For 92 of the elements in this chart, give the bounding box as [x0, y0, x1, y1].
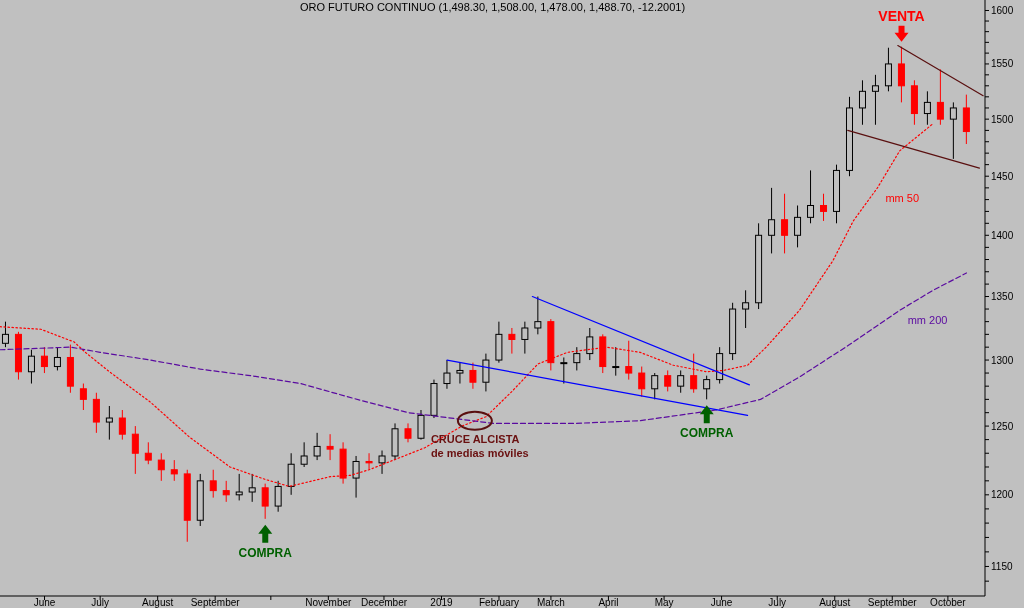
candlestick	[105, 405, 113, 441]
candlestick	[781, 193, 789, 254]
candlestick	[949, 101, 957, 160]
annotation: COMPRA	[680, 426, 734, 441]
candlestick	[897, 46, 905, 103]
x-tick-label: December	[360, 597, 408, 608]
chart-title: ORO FUTURO CONTINUO (1,498.30, 1,508.00, 1,478.00, 1,488.70, -12.2001)	[299, 1, 686, 13]
candlestick	[53, 346, 61, 371]
x-tick-label: June	[33, 597, 56, 608]
candlestick	[313, 432, 321, 461]
candlestick	[586, 327, 594, 361]
y-tick-label: 1550	[991, 58, 1014, 70]
candlestick	[560, 356, 568, 385]
candlestick	[703, 375, 711, 400]
candlestick	[40, 346, 48, 374]
candlestick	[79, 383, 87, 411]
annotation: CRUCE ALCISTA de medias móviles	[430, 432, 529, 459]
x-tick-label: March	[537, 597, 565, 608]
candlestick	[807, 169, 815, 224]
candlestick	[118, 409, 126, 441]
x-tick-label: August	[819, 597, 851, 608]
candlestick	[209, 469, 217, 499]
candlestick	[651, 372, 659, 400]
annotation: VENTA	[878, 7, 925, 24]
candlestick	[378, 450, 386, 475]
candlestick	[443, 359, 451, 390]
candlestick	[261, 483, 269, 520]
candlestick	[417, 409, 425, 441]
candlestick	[326, 433, 334, 461]
y-tick-label: 1500	[991, 113, 1014, 125]
candlestick	[664, 369, 672, 392]
x-tick-label: June	[710, 597, 733, 608]
y-tick-label: 1600	[991, 5, 1014, 17]
line-series	[0, 272, 968, 424]
x-tick-label: September	[867, 597, 918, 608]
x-tick-label: July	[768, 597, 787, 608]
x-tick-label: July	[91, 597, 110, 608]
candlestick	[521, 321, 529, 355]
x-tick-label: February	[478, 597, 519, 608]
candlestick	[508, 327, 516, 355]
candlestick	[794, 205, 802, 248]
candlestick	[573, 346, 581, 371]
x-tick-label: October	[930, 597, 967, 608]
candlestick	[768, 187, 776, 254]
candlestick	[742, 289, 750, 329]
x-tick-label: 2019	[430, 597, 454, 608]
candlestick	[131, 425, 139, 475]
annotation: COMPRA	[238, 545, 293, 560]
candlestick	[274, 480, 282, 513]
y-tick-label: 1300	[991, 354, 1014, 366]
x-tick-label: April	[598, 597, 619, 608]
candlestick	[248, 473, 256, 503]
candlestick	[820, 193, 828, 222]
candlestick	[170, 459, 178, 482]
candlestick	[923, 90, 931, 126]
candlestick	[482, 353, 490, 392]
candlestick	[352, 455, 360, 499]
x-tick-label: May	[654, 597, 674, 608]
x-tick-label: August	[142, 597, 174, 608]
y-tick-label: 1400	[991, 229, 1014, 241]
candlestick	[871, 74, 879, 126]
y-tick-label: 1450	[991, 170, 1014, 182]
candlestick	[677, 369, 685, 394]
candlestick	[287, 452, 295, 496]
candlestick	[625, 340, 633, 381]
candlestick	[144, 441, 152, 465]
candlestick	[27, 349, 35, 385]
candlestick	[884, 47, 892, 92]
candlestick	[92, 392, 100, 434]
series-label: mm 200	[907, 314, 948, 327]
candlestick	[534, 296, 542, 335]
y-tick-label: 1150	[991, 561, 1013, 573]
candlestick	[404, 422, 412, 443]
candlestick	[936, 68, 944, 126]
candlestick	[612, 346, 620, 377]
candlestick	[469, 362, 477, 390]
candlestick	[300, 441, 308, 468]
candlestick	[365, 452, 373, 471]
candlestick	[962, 94, 970, 145]
x-tick-label: November	[305, 597, 353, 608]
candlestick	[157, 452, 165, 482]
x-tick-label: September	[190, 597, 241, 608]
candlestick	[456, 362, 464, 385]
y-tick-label: 1250	[991, 420, 1014, 432]
y-tick-label: 1350	[991, 291, 1014, 303]
candlestick	[638, 366, 646, 398]
y-tick-label: 1200	[991, 489, 1014, 501]
candlestick	[690, 353, 698, 394]
series-label: mm 50	[885, 191, 920, 204]
candlestick	[222, 480, 230, 503]
candlestick	[858, 79, 866, 126]
candlestick	[235, 473, 243, 501]
